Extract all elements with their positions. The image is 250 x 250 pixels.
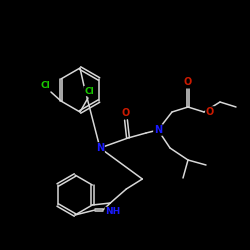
Text: O: O <box>122 108 130 118</box>
Text: Cl: Cl <box>84 86 94 96</box>
Text: N: N <box>96 143 104 153</box>
Text: O: O <box>184 77 192 87</box>
Text: Cl: Cl <box>40 82 50 90</box>
Text: N: N <box>154 125 162 135</box>
Text: NH: NH <box>106 208 120 216</box>
Text: O: O <box>206 107 214 117</box>
